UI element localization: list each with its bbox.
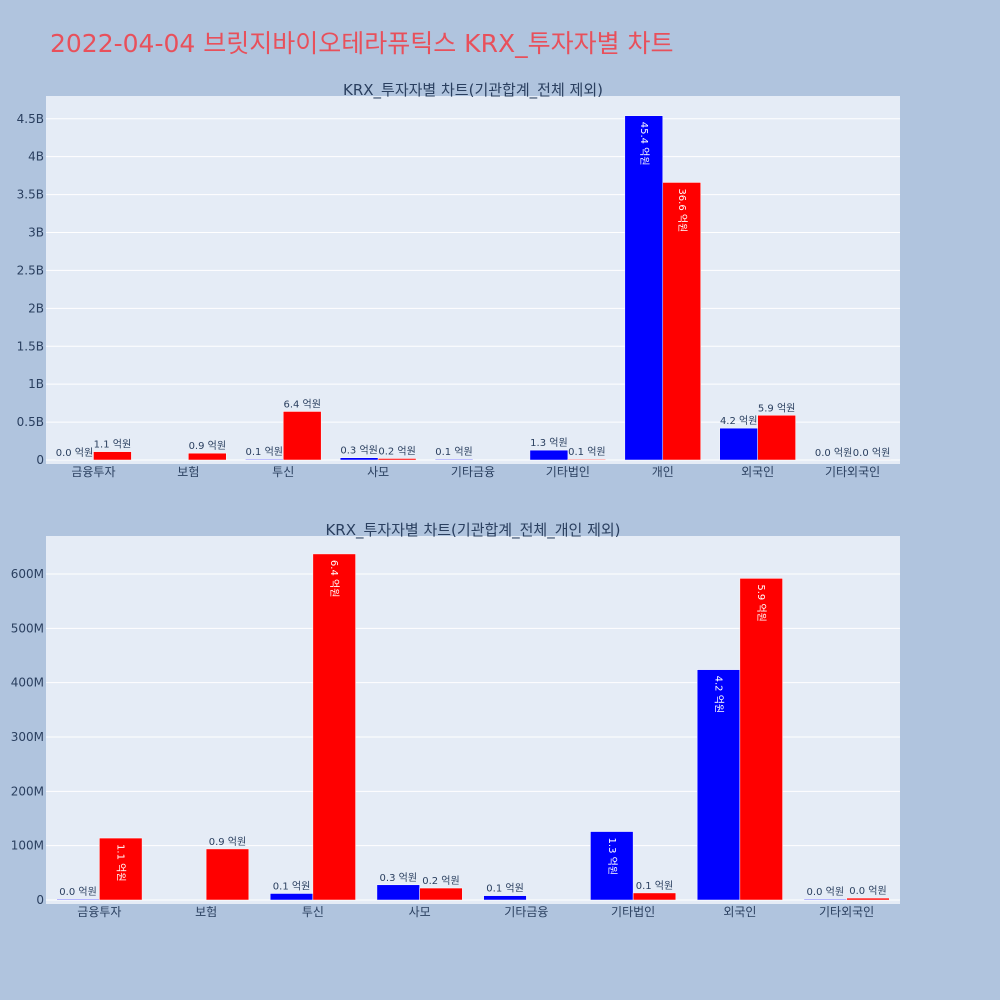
y-tick-label: 0	[36, 453, 44, 467]
bar-data-label: 0.0 억원	[807, 886, 844, 898]
y-tick-label: 0.5B	[17, 415, 44, 429]
bar-data-label: 1.1 억원	[94, 439, 131, 451]
bar-data-label: 0.1 억원	[273, 880, 310, 892]
bar-data-label: 0.2 억원	[422, 875, 459, 887]
bar	[803, 898, 847, 901]
y-tick-label: 0	[36, 893, 44, 907]
bar-data-label: 0.0 억원	[815, 447, 852, 459]
x-tick-label: 개인	[652, 465, 674, 479]
y-tick-label: 400M	[11, 676, 44, 690]
bar	[188, 452, 227, 461]
bar	[719, 427, 758, 461]
bar	[339, 457, 379, 461]
y-tick-label: 3B	[28, 226, 44, 240]
bar-data-label: 0.1 억원	[568, 446, 605, 458]
x-tick-label: 기타금융	[504, 905, 548, 919]
bar-data-label: 0.1 억원	[246, 446, 283, 458]
x-tick-label: 기타금융	[451, 465, 495, 479]
bar-data-label: 0.9 억원	[189, 440, 226, 452]
y-tick-label: 4.5B	[17, 112, 44, 126]
y-tick-label: 2.5B	[17, 263, 44, 277]
x-tick-label: 외국인	[741, 465, 774, 479]
bar-data-label: 0.0 억원	[849, 885, 886, 897]
bar-data-label: 5.9 억원	[758, 402, 795, 414]
bar-data-label: 36.6 억원	[676, 188, 688, 232]
bar	[662, 182, 701, 461]
bar	[205, 848, 250, 901]
bar	[434, 458, 474, 461]
bar	[632, 892, 677, 901]
bar-data-label: 5.9 억원	[755, 584, 767, 621]
bar	[846, 897, 890, 901]
x-tick-label: 외국인	[723, 905, 756, 919]
bar-data-label: 0.3 억원	[380, 872, 417, 884]
bar-data-label: 0.0 억원	[853, 447, 890, 459]
plot-area	[46, 96, 900, 464]
x-tick-label: 금융투자	[77, 905, 121, 919]
bar-data-label: 1.3 억원	[606, 838, 618, 875]
chart-title: KRX_투자자별 차트(기관합계_전체_개인 제외)	[325, 521, 620, 540]
x-tick-label: 보험	[177, 465, 199, 479]
bar	[377, 458, 417, 461]
bar	[99, 837, 143, 901]
bar-data-label: 6.4 억원	[328, 560, 340, 597]
x-tick-label: 사모	[367, 465, 389, 479]
x-tick-label: 보험	[195, 905, 217, 919]
y-tick-label: 500M	[11, 621, 44, 635]
y-tick-label: 600M	[11, 567, 44, 581]
bar	[282, 411, 322, 461]
chart-2: 0 100M 200M 300M 400M 500M 600M KRX_투자자별 차트(기관합…	[11, 521, 900, 919]
bar-data-label: 1.3 억원	[530, 437, 567, 449]
bar	[269, 893, 314, 901]
bar-data-label: 0.1 억원	[486, 883, 523, 895]
bar	[93, 451, 132, 461]
chart-title: KRX_투자자별 차트(기관합계_전체 제외)	[343, 81, 603, 100]
bar-data-label: 0.2 억원	[378, 445, 415, 457]
bar-data-label: 0.1 억원	[435, 446, 472, 458]
x-tick-label: 금융투자	[71, 465, 115, 479]
bar	[739, 578, 783, 901]
chart-1: 0 0.5B 1B 1.5B 2B 2.5B 3B 3.5B 4B 4.5B KRX_투자자별 차트…	[17, 81, 900, 479]
bar	[312, 553, 356, 901]
bar	[419, 887, 463, 901]
x-tick-label: 기타법인	[546, 465, 590, 479]
bar-data-label: 0.1 억원	[636, 880, 673, 892]
bar-data-label: 4.2 억원	[720, 415, 757, 427]
x-tick-label: 기타외국인	[825, 465, 880, 479]
y-tick-label: 100M	[11, 839, 44, 853]
y-tick-label: 1.5B	[17, 339, 44, 353]
y-tick-label: 3.5B	[17, 188, 44, 202]
bar	[567, 458, 607, 461]
bar	[245, 458, 284, 461]
x-tick-label: 투신	[302, 905, 324, 919]
x-tick-label: 사모	[409, 905, 431, 919]
bar	[56, 898, 100, 901]
y-tick-label: 300M	[11, 730, 44, 744]
bar-data-label: 4.2 억원	[713, 676, 725, 713]
bar-data-label: 0.0 억원	[56, 447, 93, 459]
bar-data-label: 0.3 억원	[340, 445, 377, 457]
bar-data-label: 0.9 억원	[209, 836, 246, 848]
y-tick-label: 4B	[28, 150, 44, 164]
x-tick-label: 기타법인	[611, 905, 655, 919]
bar	[483, 895, 527, 901]
page-title: 2022-04-04 브릿지바이오테라퓨틱스 KRX_투자자별 차트	[50, 29, 674, 58]
bar	[624, 115, 664, 461]
bar	[757, 415, 796, 461]
x-tick-label: 투신	[272, 465, 294, 479]
bar	[590, 831, 634, 901]
y-tick-label: 200M	[11, 784, 44, 798]
bar-data-label: 45.4 억원	[638, 122, 650, 166]
y-tick-label: 1B	[28, 377, 44, 391]
bar	[529, 449, 569, 461]
bar	[376, 884, 420, 901]
bar-data-label: 6.4 억원	[283, 398, 320, 410]
y-tick-label: 2B	[28, 301, 44, 315]
x-tick-label: 기타외국인	[819, 905, 874, 919]
bar	[696, 669, 741, 901]
bar-data-label: 0.0 억원	[59, 886, 96, 898]
bar-data-label: 1.1 억원	[115, 844, 127, 881]
